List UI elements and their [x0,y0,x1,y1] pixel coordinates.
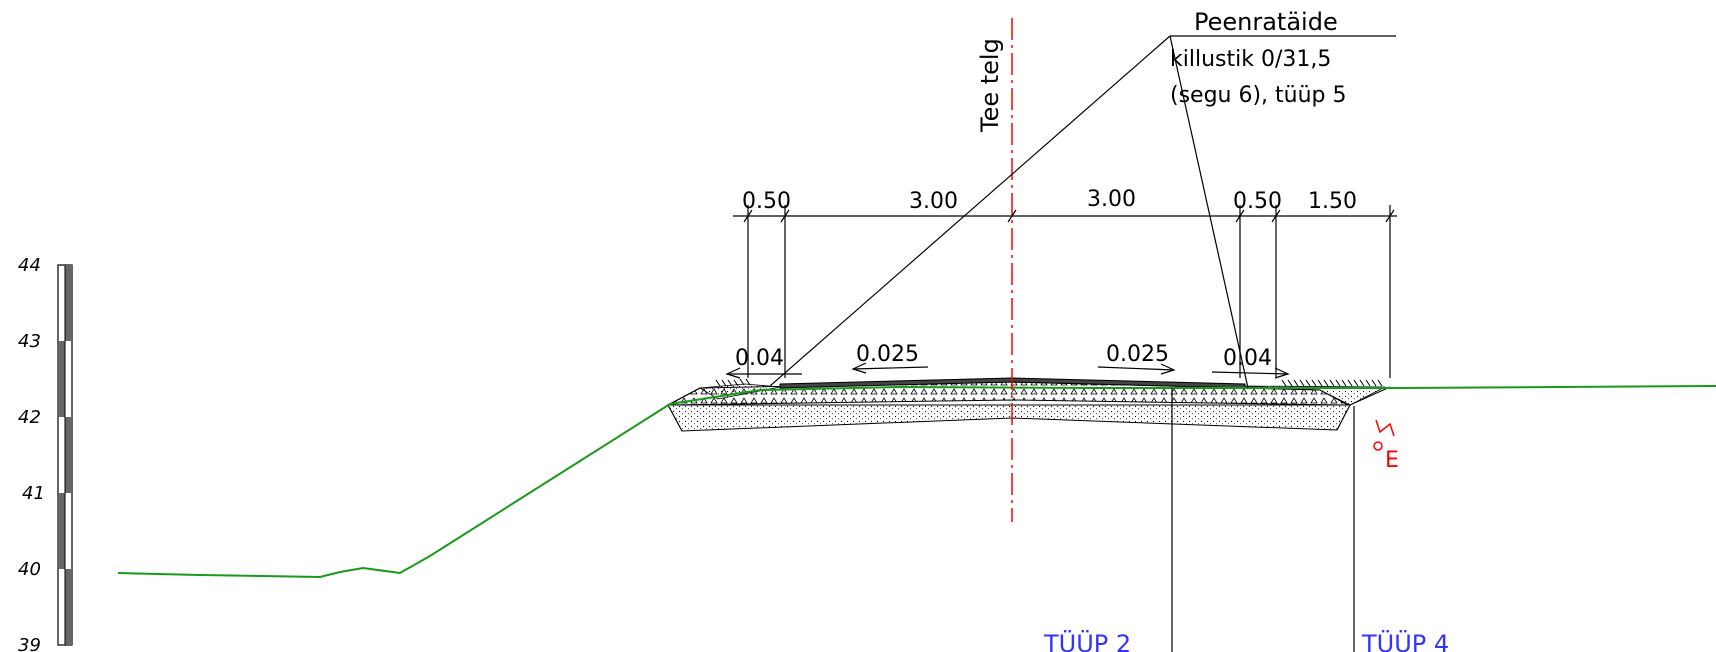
dimension-label: 0.50 [1233,189,1282,214]
type-label: TÜÜP 2 [1043,629,1131,652]
scale-segment [65,265,72,341]
dimension-label: 3.00 [1087,187,1136,212]
edge-hatching [715,378,1383,387]
elevation-label: 43 [18,331,41,352]
elevation-scale: 44 43 42 41 40 39 [18,255,73,652]
ground-line [117,385,1716,579]
dimension-label: 0.50 [742,189,791,214]
material-callout: Peenratäide killustik 0/31,5 (segu 6), t… [769,8,1396,389]
slope-label: 0.025 [1106,342,1169,367]
dimension-label: 1.50 [1308,189,1357,214]
slope-label: 0.025 [856,342,919,367]
callout-line: (segu 6), tüüp 5 [1170,83,1347,108]
dimension-label: 3.00 [909,189,958,214]
axis-label: Tee telg [976,38,1004,133]
callout-title: Peenratäide [1194,8,1338,36]
callout-line: killustik 0/31,5 [1170,47,1331,72]
road-structure [667,377,1391,432]
slope-arrows [725,362,1290,379]
elevation-label: 41 [22,483,45,504]
scale-segment [58,341,65,417]
scale-segment [65,417,72,493]
drain-label: E [1385,448,1399,473]
drain-symbol: E [1373,419,1399,473]
scale-segment [65,569,72,645]
slope-label: 0.04 [1223,346,1272,371]
dimension-chain [733,205,1397,378]
scale-segment [58,493,65,569]
elevation-label: 42 [18,407,41,428]
subbase-layer [667,404,1351,432]
type-label: TÜÜP 4 [1361,629,1449,652]
slope-label: 0.04 [735,346,784,371]
elevation-label: 44 [18,255,41,276]
elevation-label: 39 [18,635,41,652]
elevation-label: 40 [18,559,41,580]
